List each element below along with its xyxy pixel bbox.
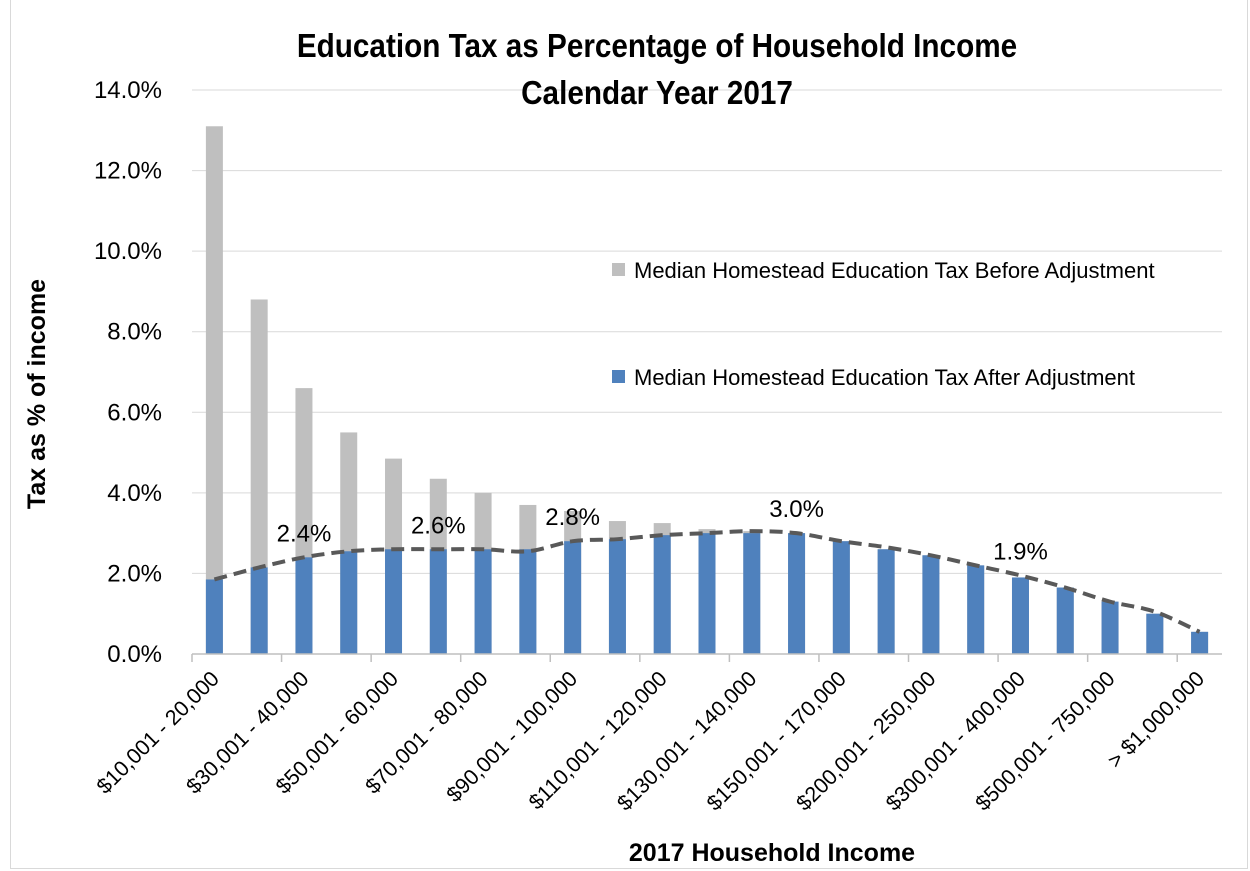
legend: Median Homestead Education Tax Before Ad…: [612, 258, 1155, 390]
trendline: [213, 529, 1201, 634]
bar-after-adjustment: [385, 549, 403, 654]
bar-after-adjustment: [1011, 577, 1029, 654]
bar-after-adjustment: [474, 549, 492, 654]
bars: [205, 126, 1209, 654]
bar-after-adjustment: [429, 549, 447, 654]
legend-label-after: Median Homestead Education Tax After Adj…: [634, 365, 1135, 390]
bar-after-adjustment: [653, 535, 671, 654]
y-tick-label: 8.0%: [107, 319, 162, 346]
data-label: 1.9%: [993, 538, 1048, 565]
bar-after-adjustment: [1101, 601, 1119, 654]
bar-after-adjustment: [608, 539, 626, 654]
legend-swatch-before: [612, 263, 625, 276]
legend-label-before: Median Homestead Education Tax Before Ad…: [634, 258, 1155, 283]
bar-after-adjustment: [1146, 613, 1164, 654]
x-tick-label: > $1,000,000: [1103, 667, 1209, 773]
y-tick-label: 14.0%: [94, 77, 162, 104]
bar-after-adjustment: [519, 549, 537, 654]
y-axis: 0.0% 2.0% 4.0% 6.0% 8.0% 10.0% 12.0% 14.0%: [94, 77, 162, 668]
bar-after-adjustment: [295, 557, 313, 654]
bar-after-adjustment: [788, 533, 806, 654]
y-tick-label: 6.0%: [107, 399, 162, 426]
data-label: 2.6%: [411, 512, 466, 539]
bar-after-adjustment: [743, 533, 761, 654]
bar-after-adjustment: [1191, 631, 1209, 654]
x-axis-title: 2017 Household Income: [629, 839, 915, 867]
bar-after-adjustment: [250, 567, 268, 654]
chart-title: Education Tax as Percentage of Household…: [297, 28, 1017, 65]
chart-subtitle: Calendar Year 2017: [521, 75, 793, 112]
data-label: 3.0%: [769, 496, 824, 523]
bar-before-adjustment: [205, 126, 223, 654]
chart-frame: [10, 0, 1248, 869]
y-axis-title: Tax as % of income: [23, 279, 51, 509]
bar-after-adjustment: [967, 565, 985, 654]
bar-after-adjustment: [340, 551, 358, 654]
y-tick-label: 10.0%: [94, 238, 162, 265]
data-label: 2.4%: [277, 520, 332, 547]
y-tick-label: 2.0%: [107, 560, 162, 587]
bar-after-adjustment: [564, 541, 582, 654]
bar-after-adjustment: [877, 549, 895, 654]
legend-swatch-after: [612, 370, 625, 383]
bar-after-adjustment: [698, 533, 716, 654]
data-labels: 2.4% 2.6% 2.8% 3.0% 1.9%: [277, 496, 1048, 565]
y-tick-label: 12.0%: [94, 158, 162, 185]
bar-after-adjustment: [832, 541, 850, 654]
y-tick-label: 0.0%: [107, 641, 162, 668]
y-tick-label: 4.0%: [107, 480, 162, 507]
bar-after-adjustment: [922, 555, 940, 654]
x-axis: $10,001 - 20,000$30,001 - 40,000$50,001 …: [92, 653, 1222, 815]
data-label: 2.8%: [545, 504, 600, 531]
bar-after-adjustment: [205, 579, 223, 654]
gridlines: [192, 89, 1222, 574]
bar-after-adjustment: [1056, 587, 1074, 654]
